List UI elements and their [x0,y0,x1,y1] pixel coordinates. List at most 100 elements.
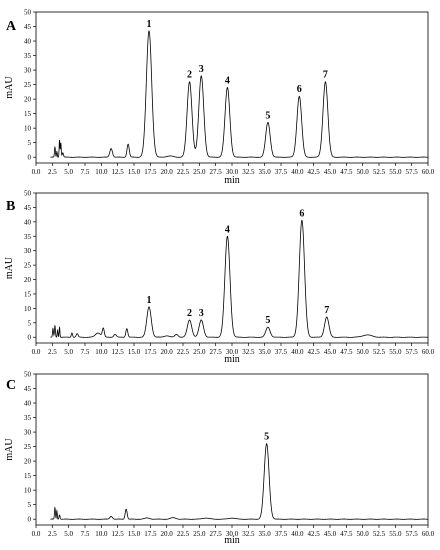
x-tick-label: 20.0 [161,168,174,176]
x-tick-label: 35.0 [259,348,272,356]
x-tick-label: 25.0 [193,168,206,176]
x-tick-label: 15.0 [128,168,141,176]
x-tick-label: 60.0 [422,168,435,176]
peak-label-6: 6 [297,84,302,95]
y-tick-label: 20 [24,276,32,284]
x-tick-label: 37.5 [275,168,288,176]
chart-panel-C: C 0 5 10 15 20 25 30 35 40 45 50 0.0 2.5 5.0 7.5 10.0 12.… [4,371,435,547]
x-tick-label: 7.5 [81,348,90,356]
x-tick-label: 10.0 [95,168,108,176]
x-tick-label: 32.5 [242,348,255,356]
x-tick-label: 47.5 [340,168,353,176]
x-tick-label: 2.5 [48,530,57,538]
x-tick-label: 10.0 [95,530,108,538]
x-tick-label: 60.0 [422,348,435,356]
x-tick-label: 42.5 [308,168,321,176]
x-tick-label: 50.0 [357,530,370,538]
panel-label: A [6,19,17,34]
chromatogram-trace [50,443,428,520]
peak-label-1: 1 [147,295,152,306]
x-tick-label: 30.0 [226,168,239,176]
y-tick-label: 45 [24,23,32,31]
plot-frame [35,373,429,526]
x-tick-label: 57.5 [406,348,419,356]
x-tick-label: 45.0 [324,348,337,356]
x-axis-title: min [224,535,240,546]
x-tick-label: 52.5 [373,348,386,356]
peak-label-3: 3 [199,64,204,75]
peak-label-5: 5 [265,315,270,326]
peak-label-7: 7 [323,70,328,81]
x-tick-label: 0.0 [32,168,41,176]
x-tick-label: 40.0 [291,168,304,176]
y-tick-label: 40 [24,400,32,408]
x-tick-label: 32.5 [242,530,255,538]
x-tick-label: 35.0 [259,168,272,176]
plot-frame [35,11,429,164]
y-tick-label: 0 [28,516,32,524]
x-tick-label: 57.5 [406,168,419,176]
peak-label-5: 5 [265,110,270,121]
x-tick-label: 50.0 [357,348,370,356]
peak-label-3: 3 [199,308,204,319]
x-tick-label: 27.5 [210,348,223,356]
y-tick-label: 35 [24,52,32,60]
x-tick-label: 42.5 [308,348,321,356]
x-tick-label: 22.5 [177,348,190,356]
y-tick-label: 15 [24,290,32,298]
x-tick-label: 30.0 [226,348,239,356]
x-tick-label: 27.5 [210,530,223,538]
x-tick-label: 42.5 [308,530,321,538]
x-tick-label: 37.5 [275,530,288,538]
peak-label-2: 2 [187,308,192,319]
y-tick-label: 40 [24,38,32,46]
x-tick-label: 17.5 [144,348,157,356]
y-tick-label: 0 [28,154,32,162]
x-tick-label: 12.5 [112,530,125,538]
x-axis-title: min [224,354,240,365]
x-tick-label: 27.5 [210,168,223,176]
x-tick-label: 22.5 [177,530,190,538]
x-tick-label: 40.0 [291,530,304,538]
x-tick-label: 47.5 [340,348,353,356]
y-tick-label: 10 [24,305,32,313]
peak-label-4: 4 [225,224,230,235]
x-tick-label: 35.0 [259,530,272,538]
y-tick-label: 50 [24,190,32,198]
x-tick-label: 60.0 [422,530,435,538]
y-tick-label: 5 [28,319,32,327]
x-axis-title: min [224,175,240,186]
peak-label-2: 2 [187,70,192,81]
x-tick-label: 52.5 [373,168,386,176]
x-tick-label: 45.0 [324,168,337,176]
x-tick-label: 2.5 [48,168,57,176]
peak-label-7: 7 [324,305,329,316]
y-tick-label: 5 [28,139,32,147]
y-tick-label: 20 [24,458,32,466]
y-axis-title: mAU [4,256,15,279]
y-tick-label: 35 [24,233,32,241]
x-tick-label: 17.5 [144,530,157,538]
x-tick-label: 57.5 [406,530,419,538]
y-tick-label: 10 [24,125,32,133]
x-tick-label: 0.0 [32,348,41,356]
x-tick-label: 37.5 [275,348,288,356]
y-tick-label: 15 [24,110,32,118]
x-tick-label: 5.0 [64,530,73,538]
x-tick-label: 20.0 [161,348,174,356]
x-tick-label: 0.0 [32,530,41,538]
x-tick-label: 7.5 [81,530,90,538]
x-tick-label: 10.0 [95,348,108,356]
x-tick-label: 25.0 [193,348,206,356]
x-tick-label: 55.0 [389,530,402,538]
y-axis-title: mAU [4,438,15,461]
x-tick-label: 55.0 [389,168,402,176]
y-tick-label: 45 [24,204,32,212]
y-tick-label: 30 [24,429,32,437]
x-tick-label: 20.0 [161,530,174,538]
peak-label-5: 5 [264,432,269,443]
peak-label-6: 6 [299,208,304,219]
